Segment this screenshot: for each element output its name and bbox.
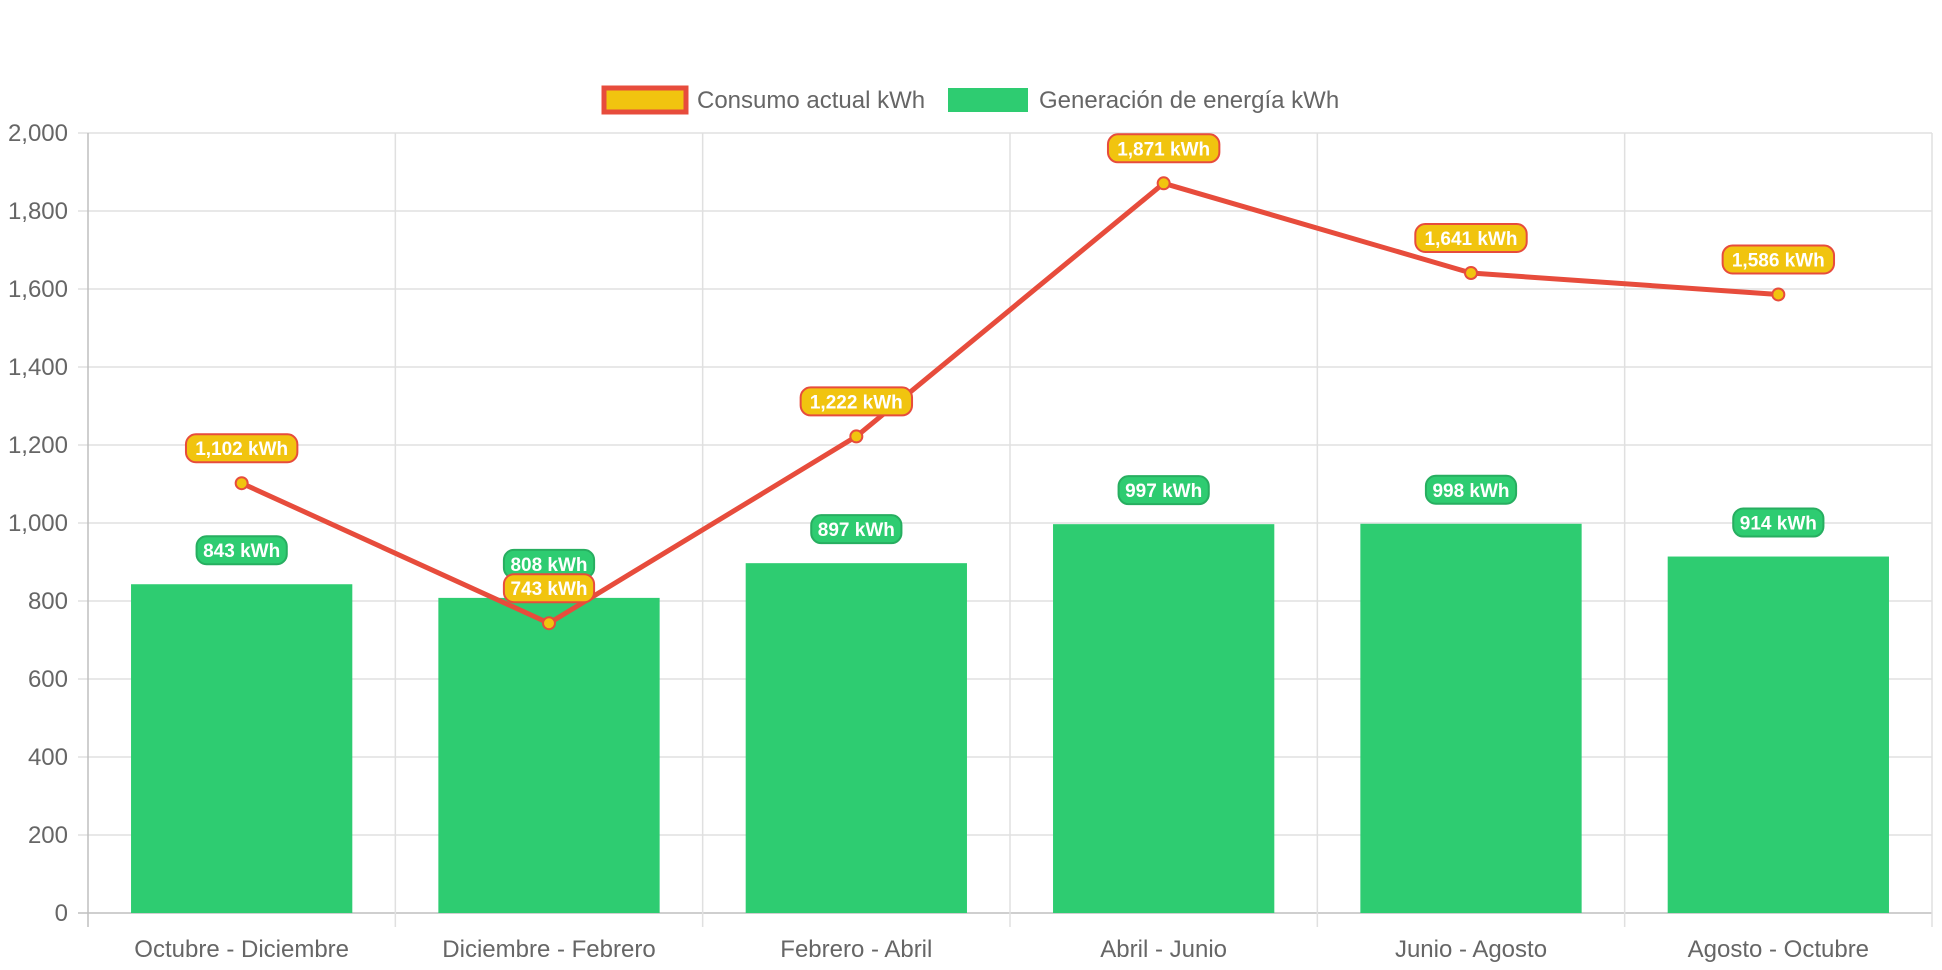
bar-generacion[interactable] — [438, 597, 660, 913]
legend-label-generacion: Generación de energía kWh — [1039, 87, 1339, 114]
legend-item-consumo[interactable]: Consumo actual kWh — [601, 85, 925, 115]
grid — [78, 132, 1933, 927]
bar-value-label-text: 897 kWh — [818, 520, 895, 541]
line-value-label-text: 1,102 kWh — [195, 439, 288, 460]
line-point-consumo[interactable] — [849, 429, 864, 444]
y-tick-label: 1,400 — [8, 354, 68, 381]
line-value-label-bg — [502, 573, 596, 604]
y-tick-label: 1,600 — [8, 276, 68, 303]
legend-swatch-consumo — [601, 85, 689, 115]
y-tick-label: 400 — [28, 744, 68, 771]
bar-generacion[interactable] — [1360, 523, 1582, 913]
line-point-consumo[interactable] — [1156, 176, 1171, 191]
y-tick-label: 0 — [55, 900, 68, 927]
line-value-label-bg — [1721, 244, 1836, 275]
line-point-consumo[interactable] — [234, 476, 249, 491]
bar-generacion[interactable] — [1053, 524, 1275, 913]
line-value-label-bg — [1106, 133, 1221, 164]
line-point-consumo[interactable] — [542, 616, 556, 631]
line-value-label-text: 743 kWh — [510, 579, 587, 600]
x-tick-label: Febrero - Abril — [780, 936, 932, 963]
y-tick-label: 1,000 — [8, 510, 68, 537]
bar-value-label-bg — [195, 535, 288, 566]
axes: 0 200 400 600 800 1,000 1,200 1,400 1,600 1,800 2,… — [8, 120, 1869, 963]
bar-value-label: 808 kWh — [502, 548, 596, 579]
bar-value-label: 998 kWh — [1424, 474, 1518, 505]
line-value-label: 1,641 kWh — [1414, 223, 1528, 254]
x-tick-label: Abril - Junio — [1100, 936, 1227, 963]
legend-item-generacion[interactable]: Generación de energía kWh — [948, 87, 1339, 114]
line-point-consumo[interactable] — [1771, 287, 1786, 302]
line-value-label-text: 1,871 kWh — [1117, 139, 1210, 160]
legend-swatch-generacion — [948, 88, 1028, 112]
bar-value-label-text: 997 kWh — [1125, 481, 1202, 502]
line-value-label: 1,586 kWh — [1721, 244, 1836, 275]
bar-value-label: 843 kWh — [195, 535, 288, 566]
y-tick-label: 800 — [28, 588, 68, 615]
bar-value-label: 914 kWh — [1732, 507, 1825, 538]
x-tick-label: Junio - Agosto — [1395, 936, 1547, 963]
bar-value-label-text: 843 kWh — [203, 541, 280, 562]
y-tick-label: 1,200 — [8, 432, 68, 459]
bar-value-label-bg — [1732, 507, 1825, 538]
line-value-label: 1,871 kWh — [1106, 133, 1221, 164]
x-tick-label: Octubre - Diciembre — [134, 936, 349, 963]
line-value-label: 1,102 kWh — [184, 433, 299, 464]
line-consumo — [240, 180, 1779, 626]
bar-value-label-bg — [1117, 475, 1210, 506]
bar-data-labels: 843 kWh 808 kWh 897 kWh 997 kWh 998 kWh 914 k… — [195, 474, 1825, 579]
y-tick-label: 1,800 — [8, 198, 68, 225]
bar-generacion[interactable] — [745, 563, 967, 913]
line-value-label: 1,222 kWh — [799, 386, 914, 417]
line-series — [234, 176, 1786, 631]
bar-value-label-bg — [1424, 474, 1518, 505]
bars — [131, 523, 1889, 913]
legend: Consumo actual kWh Generación de energía… — [601, 85, 1339, 115]
bar-value-label-text: 808 kWh — [510, 555, 587, 576]
line-data-labels: 1,102 kWh 743 kWh 1,222 kWh 1,871 kWh 1,641 … — [184, 133, 1836, 604]
bar-value-label-text: 998 kWh — [1432, 481, 1509, 502]
y-tick-label: 2,000 — [8, 120, 68, 147]
line-value-label-bg — [184, 433, 299, 464]
bar-value-label: 897 kWh — [810, 514, 903, 545]
line-value-label-text: 1,641 kWh — [1425, 229, 1518, 250]
bar-generacion[interactable] — [131, 584, 353, 913]
legend-label-consumo: Consumo actual kWh — [697, 87, 925, 114]
line-value-label-bg — [799, 386, 914, 417]
bar-value-label-text: 914 kWh — [1740, 514, 1817, 535]
line-point-consumo[interactable] — [1464, 266, 1478, 281]
x-tick-label: Agosto - Octubre — [1688, 936, 1869, 963]
line-value-label-text: 1,586 kWh — [1732, 250, 1825, 271]
x-tick-label: Diciembre - Febrero — [442, 936, 655, 963]
line-value-label-text: 1,222 kWh — [810, 392, 903, 413]
bar-generacion[interactable] — [1667, 556, 1889, 913]
y-tick-label: 200 — [28, 822, 68, 849]
y-tick-label: 600 — [28, 666, 68, 693]
bar-value-label: 997 kWh — [1117, 475, 1210, 506]
line-value-label-bg — [1414, 223, 1528, 254]
bar-value-label-bg — [810, 514, 903, 545]
line-value-label: 743 kWh — [502, 573, 596, 604]
